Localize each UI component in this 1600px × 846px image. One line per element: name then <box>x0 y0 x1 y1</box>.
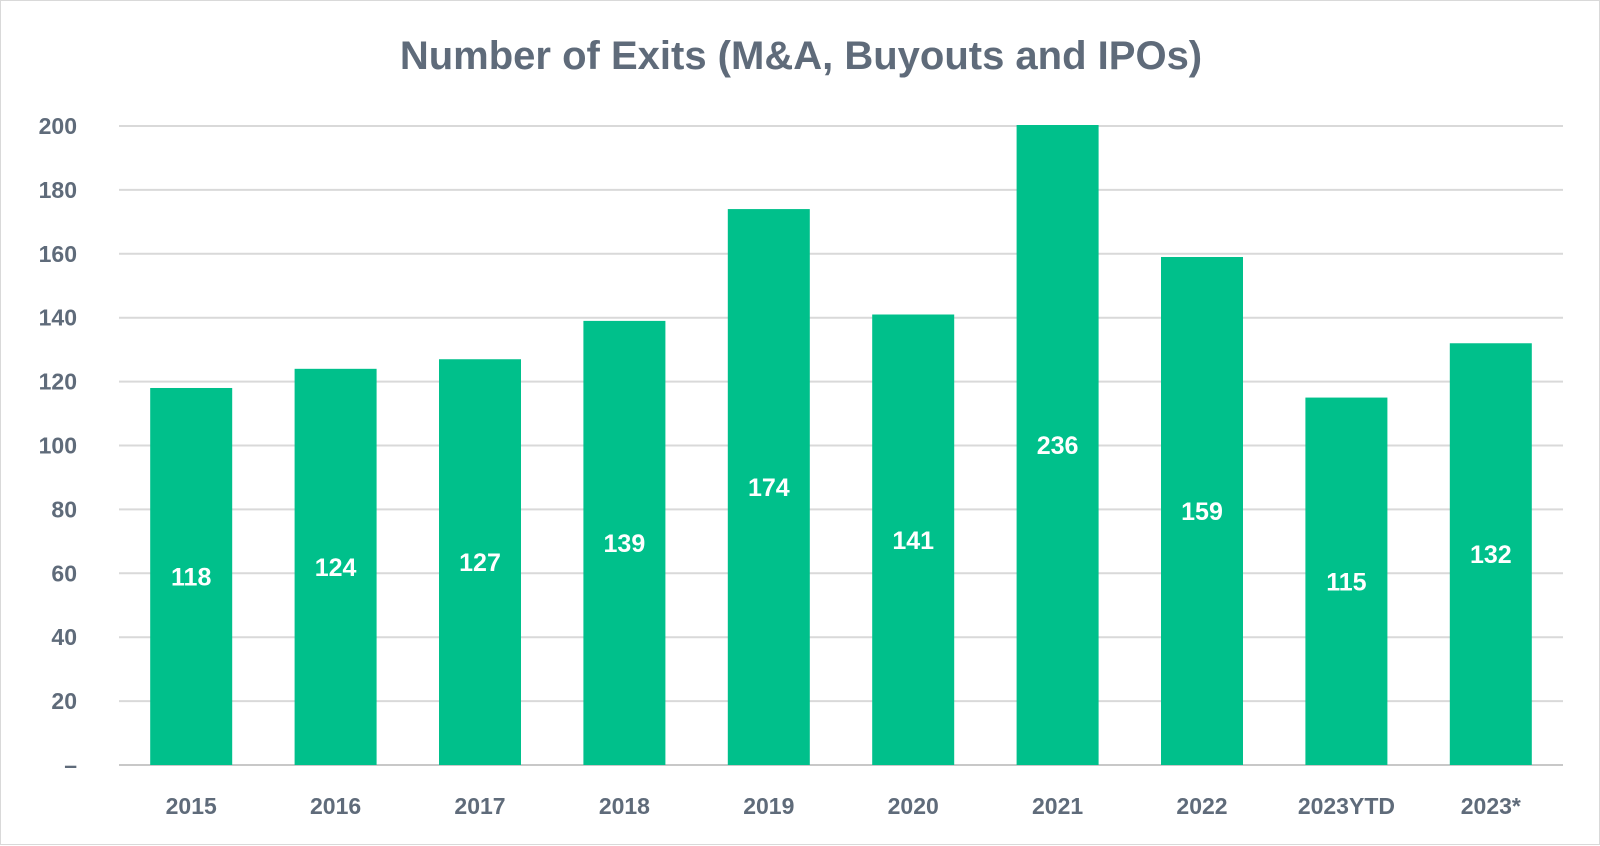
bar-value-label: 139 <box>604 530 646 558</box>
x-tick-label: 2023* <box>1461 793 1521 819</box>
y-tick-label: – <box>64 752 77 778</box>
x-tick-label: 2022 <box>1176 793 1227 819</box>
bar <box>727 209 810 765</box>
bar <box>1305 397 1388 765</box>
x-axis-ticks: 2015 2016 2017 2018 2019 2020 2021 2022 2023YTD 2… <box>166 793 1521 819</box>
x-tick-label: 2021 <box>1032 793 1083 819</box>
bar <box>583 320 666 765</box>
x-tick-label: 2020 <box>888 793 939 819</box>
y-tick-label: 20 <box>51 688 77 714</box>
y-tick-label: 40 <box>51 624 77 650</box>
y-tick-label: 160 <box>39 241 77 267</box>
y-tick-label: 180 <box>39 177 77 203</box>
x-tick-label: 2023YTD <box>1298 793 1395 819</box>
x-tick-label: 2015 <box>166 793 217 819</box>
bar-value-label: 174 <box>748 474 790 502</box>
bar-value-label: 141 <box>892 527 934 555</box>
bar <box>872 314 955 765</box>
y-tick-label: 140 <box>39 305 77 331</box>
bar-value-label: 236 <box>1037 432 1079 460</box>
x-tick-label: 2019 <box>743 793 794 819</box>
bar <box>1016 125 1099 765</box>
y-tick-label: 60 <box>51 560 77 586</box>
y-tick-label: 100 <box>39 433 77 459</box>
y-tick-label: 200 <box>39 113 77 139</box>
x-tick-label: 2017 <box>454 793 505 819</box>
x-tick-label: 2018 <box>599 793 650 819</box>
bar <box>439 359 521 765</box>
bar-value-label: 132 <box>1470 541 1512 569</box>
x-tick-label: 2016 <box>310 793 361 819</box>
bar <box>150 387 233 765</box>
chart-title: Number of Exits (M&A, Buyouts and IPOs) <box>400 34 1202 78</box>
y-axis-ticks: – 20 40 60 80 100 120 140 160 180 200 <box>39 113 78 778</box>
y-tick-label: 120 <box>39 369 77 395</box>
data-labels: 118 124 127 139 174 141 236 159 115 132 <box>171 432 1512 596</box>
bar <box>1161 256 1243 765</box>
bar-value-label: 124 <box>315 554 357 582</box>
bar <box>1449 343 1532 765</box>
bar-value-label: 159 <box>1181 498 1223 526</box>
bars <box>150 125 1532 765</box>
bar-value-label: 127 <box>459 549 501 577</box>
bar <box>294 368 377 765</box>
bar-value-label: 115 <box>1326 568 1366 596</box>
y-tick-label: 80 <box>51 496 77 522</box>
bar-value-label: 118 <box>171 563 211 591</box>
